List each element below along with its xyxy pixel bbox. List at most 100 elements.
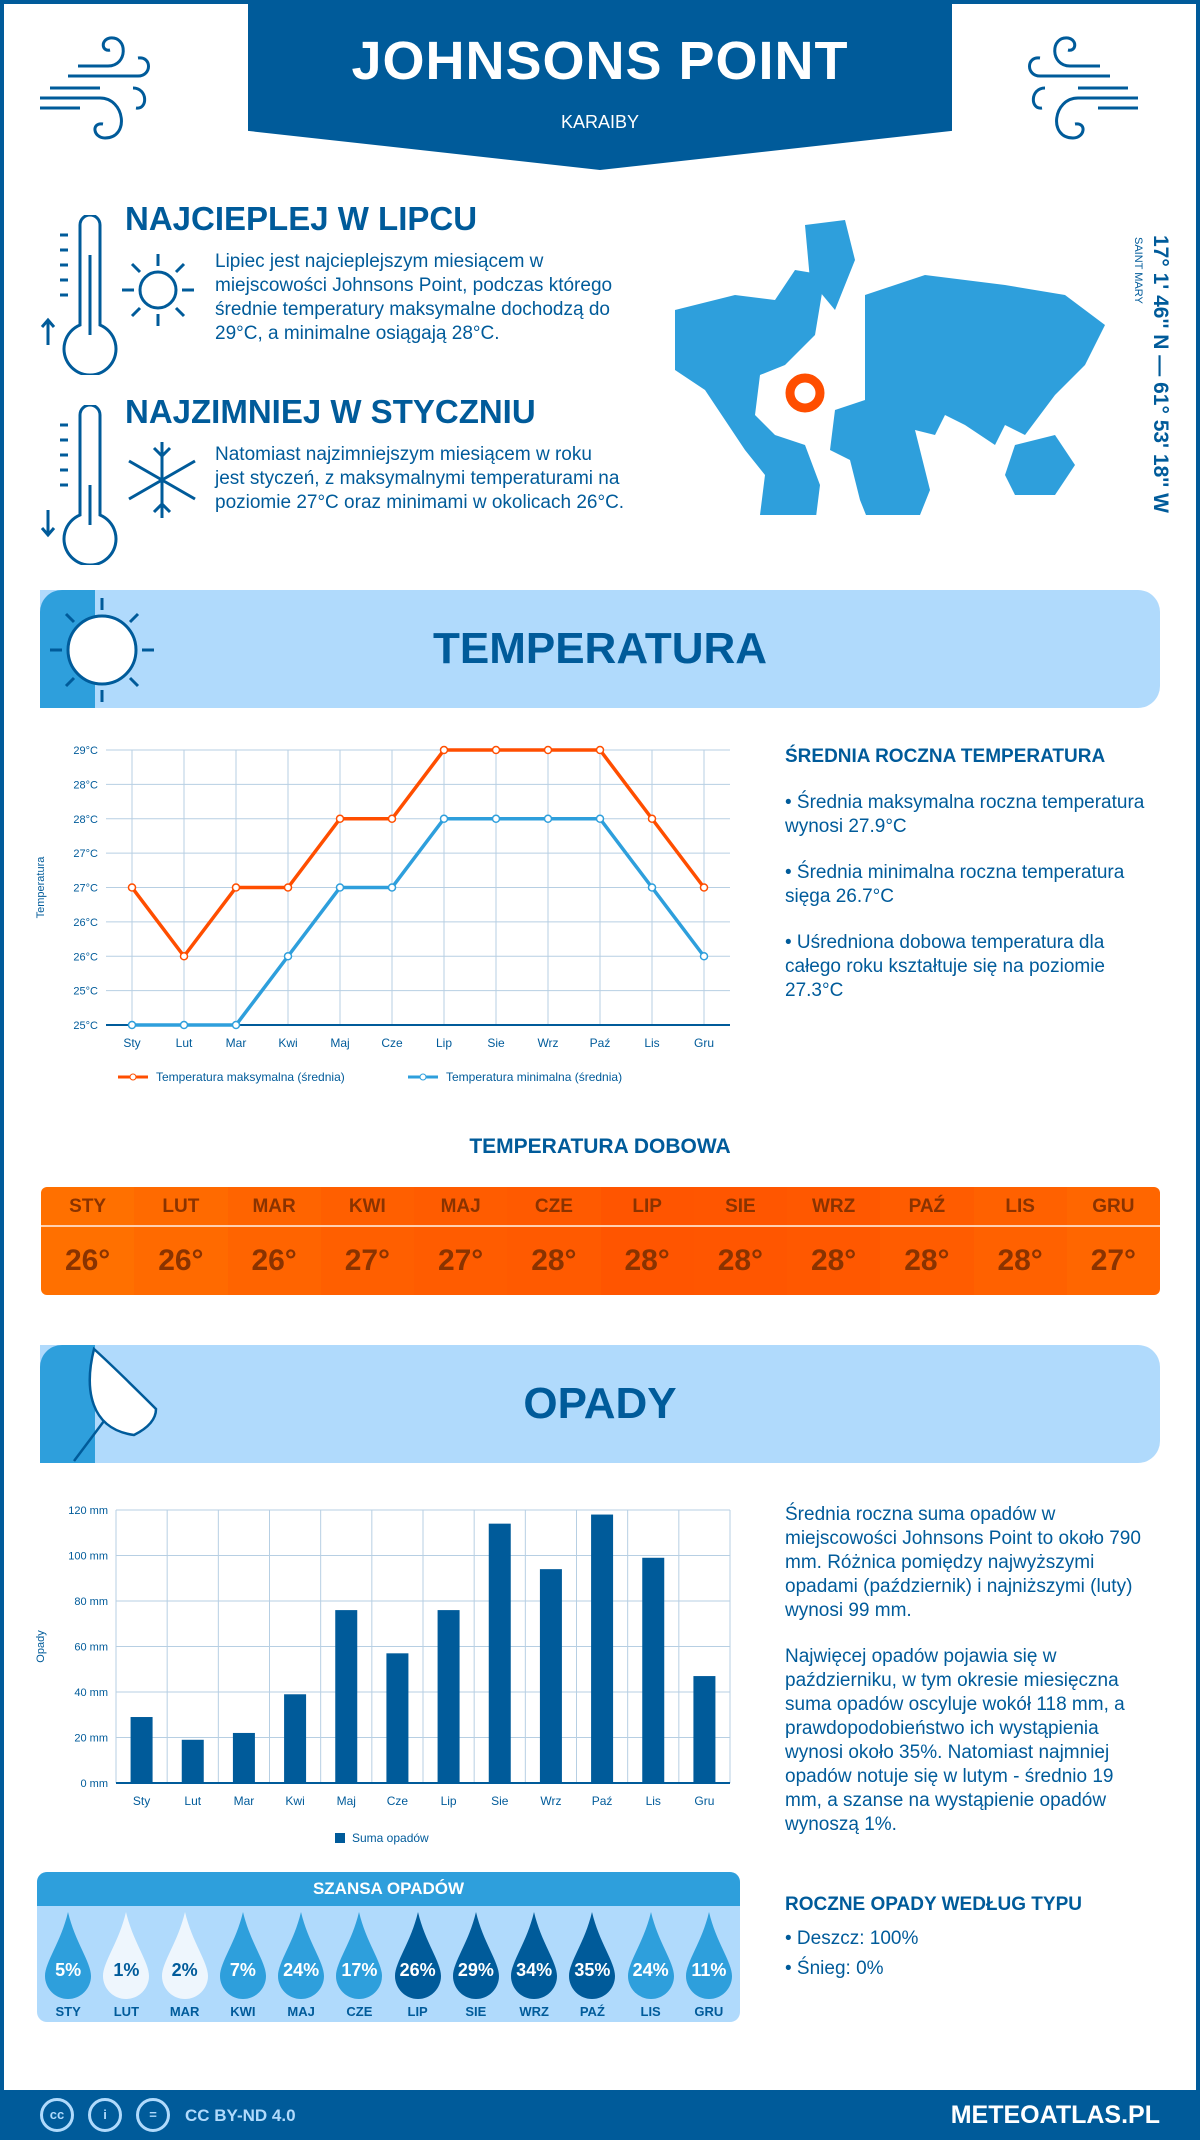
- bar: [130, 1717, 153, 1783]
- daily-temperature-table: STY 26° LUT 26° MAR 26° KWI 27° MAJ 27° CZE 28° LIP 2…: [41, 1187, 1160, 1295]
- month-label: KWI: [320, 1187, 414, 1227]
- x-tick-label: Wrz: [540, 1794, 561, 1808]
- month-label: PAŹ: [880, 1187, 974, 1227]
- legend-label: Temperatura maksymalna (średnia): [156, 1070, 345, 1084]
- data-point: [283, 952, 293, 961]
- coldest-text: Natomiast najzimniejszym miesiącem w rok…: [215, 444, 625, 513]
- footer: cc i = CC BY-ND 4.0 METEOATLAS.PL: [0, 2090, 1200, 2140]
- bar: [284, 1694, 307, 1783]
- precipitation-chance-item: 26% LIP: [389, 1906, 447, 2019]
- daily-temp-cell: GRU 27°: [1066, 1187, 1160, 1295]
- data-point: [647, 814, 657, 823]
- world-map: [675, 220, 1105, 515]
- license-label: CC BY-ND 4.0: [185, 2106, 296, 2125]
- y-tick-label: 27°C: [73, 848, 98, 860]
- raindrop-icon: 17%: [334, 1912, 384, 2000]
- y-tick-label: 28°C: [73, 814, 98, 826]
- raindrop-icon: 7%: [218, 1912, 268, 2000]
- precipitation-text-1: Średnia roczna suma opadów w miejscowośc…: [785, 1504, 1141, 1621]
- x-tick-label: Mar: [226, 1036, 247, 1050]
- daily-temp-cell: CZE 28°: [507, 1187, 601, 1295]
- precipitation-chance-item: 17% CZE: [330, 1906, 388, 2019]
- snow-share: • Śnieg: 0%: [785, 1958, 884, 1979]
- raindrop-icon: 1%: [101, 1912, 151, 2000]
- x-tick-label: Wrz: [537, 1036, 558, 1050]
- coldest-title: NAJZIMNIEJ W STYCZNIU: [125, 393, 536, 430]
- precipitation-chance-item: 2% MAR: [156, 1906, 214, 2019]
- x-tick-label: Lip: [436, 1036, 452, 1050]
- chance-value: 1%: [113, 1960, 140, 1980]
- daily-temp-value: 28°: [997, 1244, 1043, 1277]
- bar: [335, 1610, 358, 1783]
- chance-value: 17%: [341, 1960, 378, 1980]
- x-tick-label: Lut: [176, 1036, 193, 1050]
- month-label: MAR: [227, 1187, 321, 1227]
- y-tick-label: 29°C: [73, 745, 98, 757]
- precipitation-type-title: ROCZNE OPADY WEDŁUG TYPU: [785, 1894, 1082, 1915]
- bar: [181, 1739, 204, 1783]
- x-tick-label: Sty: [123, 1036, 140, 1050]
- x-tick-label: Gru: [694, 1794, 714, 1808]
- legend-label: Temperatura minimalna (średnia): [446, 1070, 622, 1084]
- precipitation-chance-item: 5% STY: [39, 1906, 97, 2019]
- sun-icon: [122, 254, 194, 326]
- x-tick-label: Cze: [381, 1036, 403, 1050]
- wind-icon: [1028, 36, 1138, 140]
- bar: [437, 1610, 460, 1783]
- data-point: [387, 814, 397, 823]
- data-point: [699, 952, 709, 961]
- month-label: CZE: [346, 2004, 373, 2019]
- daily-temp-value: 28°: [531, 1244, 577, 1277]
- thermometer-up-icon: [40, 215, 118, 375]
- location-marker-icon: [785, 373, 825, 413]
- precipitation-type-summary: ROCZNE OPADY WEDŁUG TYPU • Deszcz: 100% …: [785, 1893, 1155, 1981]
- month-label: LIS: [973, 1187, 1067, 1227]
- x-tick-label: Lis: [646, 1794, 661, 1808]
- y-tick-label: 0 mm: [81, 1778, 109, 1790]
- region-label: KARAIBY: [560, 112, 640, 132]
- month-label: LUT: [113, 2004, 140, 2019]
- data-point: [179, 952, 189, 961]
- month-label: KWI: [230, 2004, 256, 2019]
- x-tick-label: Cze: [387, 1794, 409, 1808]
- month-label: MAJ: [287, 2004, 315, 2019]
- brand-link[interactable]: METEOATLAS.PL: [950, 2101, 1160, 2129]
- precipitation-chance-item: 24% LIS: [622, 1906, 680, 2019]
- chance-value: 5%: [55, 1960, 82, 1980]
- chance-value: 7%: [229, 1960, 256, 1980]
- bar: [232, 1732, 255, 1783]
- y-tick-label: 80 mm: [74, 1596, 108, 1608]
- attribution-icon: i: [88, 2098, 122, 2132]
- month-label: LIP: [407, 2004, 428, 2019]
- data-point: [491, 814, 501, 823]
- data-point: [439, 814, 449, 823]
- chance-value: 34%: [516, 1960, 553, 1980]
- daily-temp-value: 26°: [158, 1244, 204, 1277]
- precipitation-chance-item: 29% SIE: [447, 1906, 505, 2019]
- month-label: STY: [41, 1187, 135, 1227]
- month-label: SIE: [465, 2004, 487, 2019]
- temperature-chart: 25°C 25°C 26°C 26°C 27°C 27°C 28°C 28°C 29°C Sty L…: [35, 745, 730, 1084]
- data-point: [595, 814, 605, 823]
- daily-temp-value: 27°: [437, 1244, 484, 1277]
- summary-point: • Uśredniona dobowa temperatura dla całe…: [785, 932, 1106, 1001]
- month-label: MAJ: [414, 1187, 508, 1227]
- warmest-title: NAJCIEPLEJ W LIPCU: [125, 200, 478, 237]
- umbrella-icon: [73, 1346, 158, 1462]
- series-line: [130, 748, 706, 960]
- x-tick-label: Gru: [694, 1036, 714, 1050]
- data-point: [231, 1020, 241, 1030]
- legend-label: Suma opadów: [352, 1831, 429, 1845]
- month-label: GRU: [694, 2004, 724, 2019]
- raindrop-icon: 35%: [567, 1912, 617, 2000]
- chance-value: 35%: [574, 1960, 611, 1980]
- header-banner: [248, 0, 952, 170]
- data-point: [543, 745, 553, 755]
- precipitation-title: OPADY: [523, 1379, 677, 1428]
- data-point: [231, 883, 241, 892]
- bar: [693, 1676, 716, 1783]
- x-tick-label: Lip: [441, 1794, 457, 1808]
- month-label: GRU: [1066, 1187, 1160, 1227]
- month-label: PAŹ: [579, 2004, 605, 2019]
- x-tick-label: Paź: [592, 1794, 613, 1808]
